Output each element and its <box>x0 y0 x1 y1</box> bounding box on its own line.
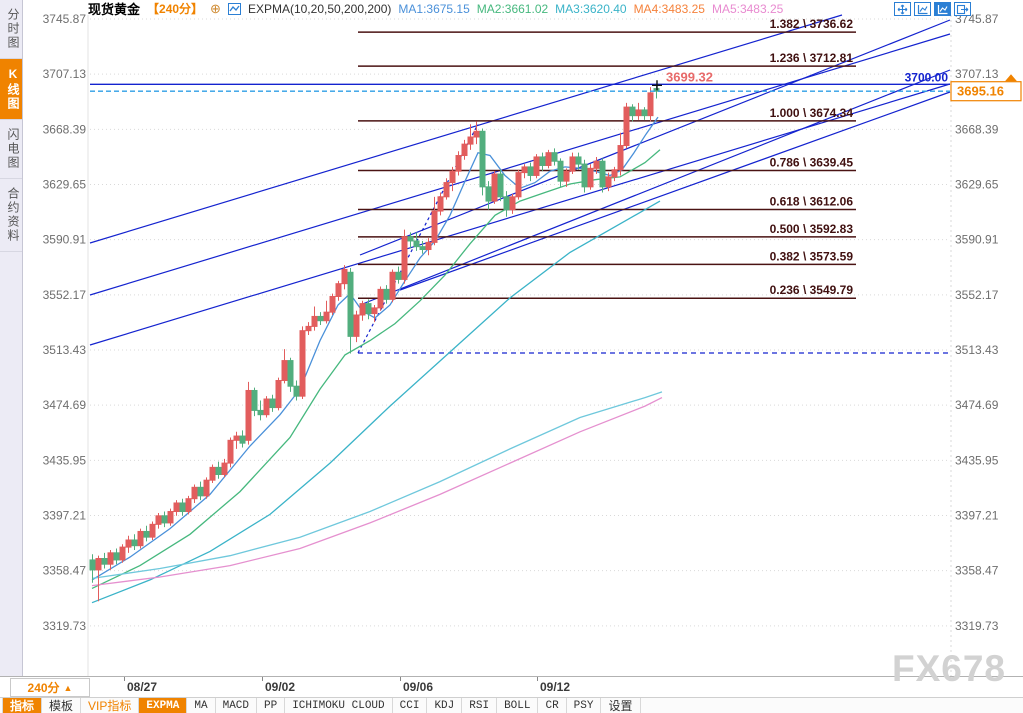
toolbar-tab-rsi[interactable]: RSI <box>462 698 498 713</box>
toolbar-tab-ichimoku[interactable]: ICHIMOKU CLOUD <box>285 698 393 713</box>
chart-tool-buttons <box>894 2 971 16</box>
svg-text:0.236 \ 3549.79: 0.236 \ 3549.79 <box>770 283 854 297</box>
x-axis-tick <box>400 677 401 681</box>
svg-text:3745.87: 3745.87 <box>43 12 87 26</box>
x-axis-tick <box>124 677 125 681</box>
period-label: 【240分】 <box>147 2 204 16</box>
svg-text:3358.47: 3358.47 <box>955 564 999 578</box>
ma-line-EXPMA200a <box>91 391 663 580</box>
svg-text:0.500 \ 3592.83: 0.500 \ 3592.83 <box>770 222 854 236</box>
svg-text:3700.00: 3700.00 <box>905 70 949 84</box>
expma-lines <box>91 116 663 604</box>
ma5-value: MA5:3483.25 <box>711 1 784 16</box>
toolbar-tab-kdj[interactable]: KDJ <box>427 698 463 713</box>
x-axis-tick <box>537 677 538 681</box>
toolbar-tab-ma[interactable]: MA <box>187 698 216 713</box>
period-selector[interactable]: 240分 ▲ <box>10 678 90 697</box>
svg-text:1.000 \ 3674.34: 1.000 \ 3674.34 <box>770 106 854 120</box>
svg-text:3707.13: 3707.13 <box>43 67 87 81</box>
svg-text:3699.32: 3699.32 <box>666 69 713 84</box>
overlay-toggle-icon[interactable]: ⊕ <box>210 0 221 16</box>
indicator-chart-icon <box>227 2 241 15</box>
svg-text:0.618 \ 3612.06: 0.618 \ 3612.06 <box>770 195 854 209</box>
toolbar-tab-pp[interactable]: PP <box>257 698 286 713</box>
svg-text:3590.91: 3590.91 <box>955 233 999 247</box>
ma-line-EXPMA200b <box>91 397 663 587</box>
dock-right-icon[interactable] <box>954 2 971 16</box>
svg-text:3695.16: 3695.16 <box>957 84 1004 99</box>
toolbar-tab-cr[interactable]: CR <box>538 698 567 713</box>
svg-text:1.236 \ 3712.81: 1.236 \ 3712.81 <box>770 51 854 65</box>
gridlines <box>87 15 952 676</box>
sidebar-tab-kline[interactable]: K线图 <box>0 59 22 120</box>
current-price-badge <box>950 81 1022 102</box>
triangle-up-icon: ▲ <box>63 682 73 693</box>
sidebar-tab-contract-info[interactable]: 合约资料 <box>0 179 22 252</box>
ma-line-EXPMA50 <box>91 200 661 604</box>
x-axis-label: 08/27 <box>127 680 158 694</box>
ma1-value: MA1:3675.15 <box>398 1 470 16</box>
period-selector-label: 240分 <box>27 681 60 695</box>
svg-text:3513.43: 3513.43 <box>43 343 87 357</box>
x-axis-tick <box>262 677 263 681</box>
sidebar-tab-timeshare[interactable]: 分时图 <box>0 0 22 59</box>
x-axis-label: 09/02 <box>265 680 296 694</box>
toolbar-tab-cci[interactable]: CCI <box>393 698 428 713</box>
svg-text:3397.21: 3397.21 <box>43 508 87 522</box>
svg-text:3397.21: 3397.21 <box>955 508 999 522</box>
chart-info-bar: 现货黄金 【240分】 ⊕ EXPMA(10,20,50,200,200) MA… <box>88 0 784 18</box>
svg-text:3319.73: 3319.73 <box>43 619 87 633</box>
svg-text:3319.73: 3319.73 <box>955 619 999 633</box>
svg-text:3552.17: 3552.17 <box>955 288 999 302</box>
svg-text:0.786 \ 3639.45: 0.786 \ 3639.45 <box>770 156 854 170</box>
toolbar-tab-templates[interactable]: 模板 <box>42 698 82 713</box>
triangle-up-icon <box>1005 74 1017 82</box>
indicator-params: EXPMA(10,20,50,200,200) <box>247 1 392 16</box>
svg-text:3474.69: 3474.69 <box>43 398 87 412</box>
svg-text:3668.39: 3668.39 <box>955 122 999 136</box>
axis-chart-icon[interactable] <box>914 2 931 16</box>
svg-text:3668.39: 3668.39 <box>43 122 87 136</box>
toolbar-tab-settings[interactable]: 设置 <box>601 698 641 713</box>
toolbar-tab-expma[interactable]: EXPMA <box>139 698 188 713</box>
svg-text:3629.65: 3629.65 <box>955 177 999 191</box>
axis-chart-active-icon[interactable] <box>934 2 951 16</box>
svg-text:3474.69: 3474.69 <box>955 398 999 412</box>
toolbar-tab-indicators[interactable]: 指标 <box>2 698 43 713</box>
x-axis-label: 09/06 <box>403 680 434 694</box>
svg-text:1.382 \ 3736.62: 1.382 \ 3736.62 <box>770 17 854 31</box>
svg-text:3552.17: 3552.17 <box>43 288 87 302</box>
toolbar-tab-boll[interactable]: BOLL <box>497 698 539 713</box>
last-high-cross-icon <box>652 80 662 91</box>
sidebar-tab-lightning[interactable]: 闪电图 <box>0 120 22 179</box>
svg-text:3590.91: 3590.91 <box>43 233 87 247</box>
chart-type-sidebar: 分时图 K线图 闪电图 合约资料 <box>0 0 23 676</box>
x-axis-label: 09/12 <box>540 680 571 694</box>
svg-text:3435.95: 3435.95 <box>43 453 87 467</box>
ma4-value: MA4:3483.25 <box>633 1 705 16</box>
symbol-name: 现货黄金 <box>88 2 141 17</box>
svg-text:3629.65: 3629.65 <box>43 177 87 191</box>
indicator-toolbar: 指标 模板 VIP指标 EXPMA MA MACD PP ICHIMOKU CL… <box>0 697 1023 713</box>
svg-text:3513.43: 3513.43 <box>955 343 999 357</box>
svg-text:0.382 \ 3573.59: 0.382 \ 3573.59 <box>770 249 854 263</box>
svg-text:3358.47: 3358.47 <box>43 564 87 578</box>
x-axis-strip: 240分 ▲ 08/27 09/02 09/06 09/12 <box>0 676 1023 697</box>
pan-icon[interactable] <box>894 2 911 16</box>
toolbar-tab-macd[interactable]: MACD <box>216 698 257 713</box>
price-markers: 3700.00 3699.32 3695.16 <box>90 69 1022 102</box>
ma3-value: MA3:3620.40 <box>555 1 627 16</box>
fibonacci-levels: 1.382 \ 3736.62 1.236 \ 3712.81 1.000 \ 36… <box>358 17 856 299</box>
toolbar-tab-vip[interactable]: VIP指标 <box>81 698 140 713</box>
svg-text:3435.95: 3435.95 <box>955 453 999 467</box>
svg-text:3707.13: 3707.13 <box>955 67 999 81</box>
toolbar-tab-psy[interactable]: PSY <box>567 698 602 713</box>
ma2-value: MA2:3661.02 <box>476 1 549 16</box>
candlestick-series <box>89 85 660 602</box>
